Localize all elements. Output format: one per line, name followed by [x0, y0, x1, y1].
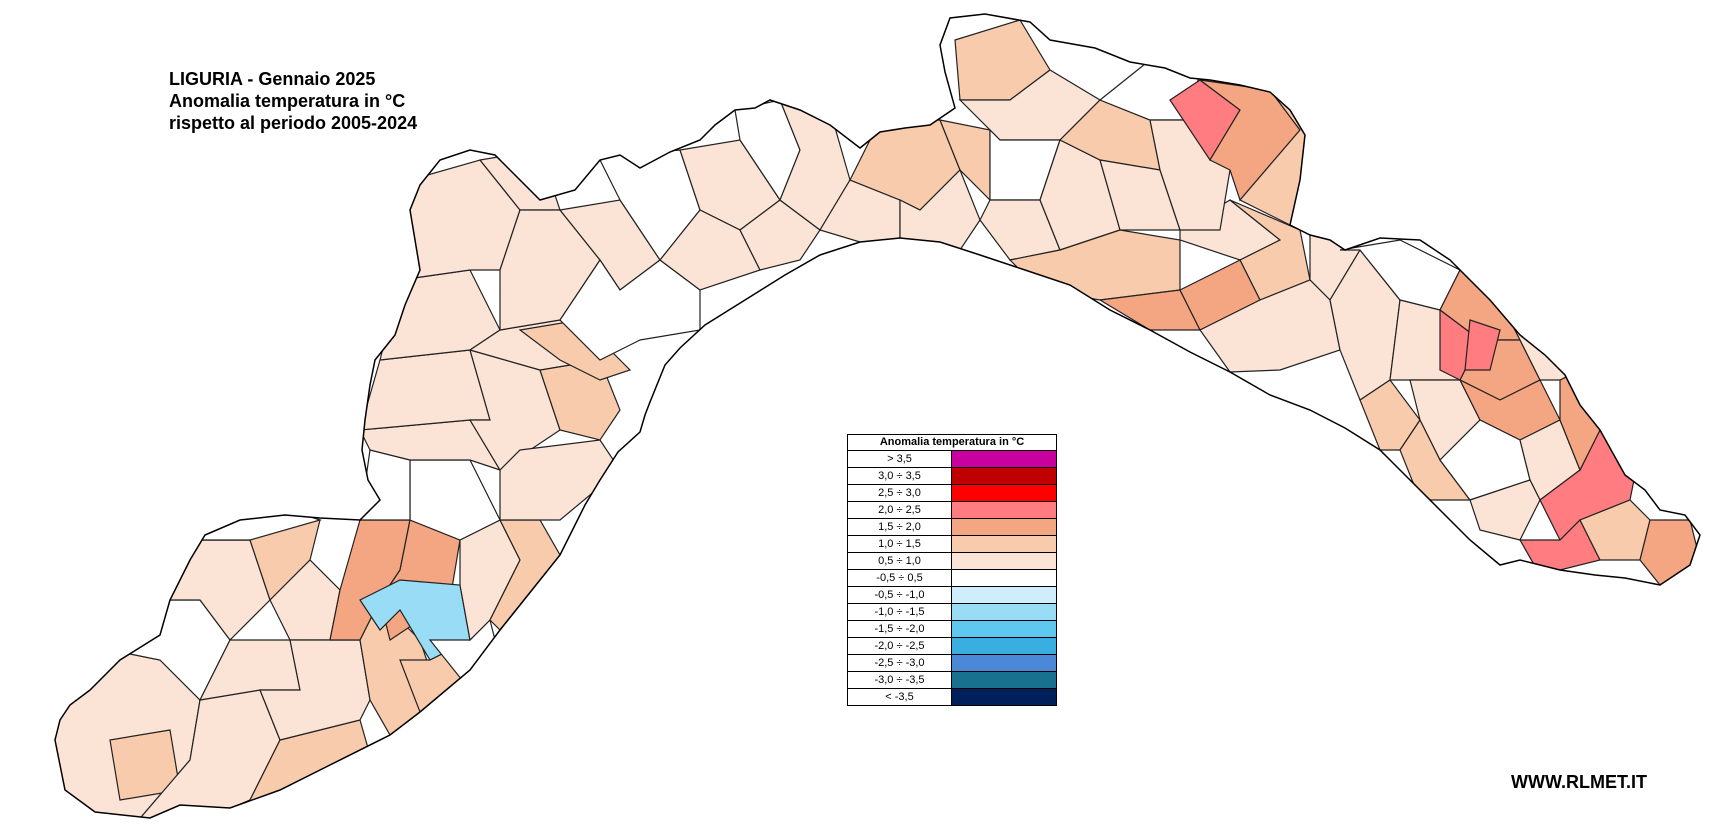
legend-row: -0,5 ÷ 0,5 [848, 570, 1056, 587]
legend-label: 1,5 ÷ 2,0 [848, 519, 952, 535]
title-line-1: LIGURIA - Gennaio 2025 [169, 69, 376, 89]
legend-swatch [952, 587, 1056, 603]
legend-label: -2,5 ÷ -3,0 [848, 655, 952, 671]
legend: Anomalia temperatura in °C > 3,5 3,0 ÷ 3,… [847, 434, 1057, 706]
legend-row: 1,5 ÷ 2,0 [848, 519, 1056, 536]
legend-row: 0,5 ÷ 1,0 [848, 553, 1056, 570]
legend-row: 3,0 ÷ 3,5 [848, 468, 1056, 485]
legend-swatch [952, 655, 1056, 671]
legend-swatch [952, 570, 1056, 586]
map-title: LIGURIA - Gennaio 2025 Anomalia temperat… [169, 68, 417, 134]
legend-row: 2,0 ÷ 2,5 [848, 502, 1056, 519]
legend-swatch [952, 689, 1056, 705]
legend-title: Anomalia temperatura in °C [848, 435, 1056, 451]
legend-row: 2,5 ÷ 3,0 [848, 485, 1056, 502]
legend-label: 2,5 ÷ 3,0 [848, 485, 952, 501]
legend-swatch [952, 519, 1056, 535]
legend-swatch [952, 672, 1056, 688]
legend-label: 0,5 ÷ 1,0 [848, 553, 952, 569]
legend-row: -2,0 ÷ -2,5 [848, 638, 1056, 655]
legend-label: -3,0 ÷ -3,5 [848, 672, 952, 688]
legend-row: -3,0 ÷ -3,5 [848, 672, 1056, 689]
legend-row: -1,5 ÷ -2,0 [848, 621, 1056, 638]
legend-label: -1,5 ÷ -2,0 [848, 621, 952, 637]
legend-swatch [952, 553, 1056, 569]
legend-row: > 3,5 [848, 451, 1056, 468]
legend-swatch [952, 604, 1056, 620]
legend-label: -0,5 ÷ -1,0 [848, 587, 952, 603]
legend-swatch [952, 638, 1056, 654]
legend-rows: > 3,5 3,0 ÷ 3,5 2,5 ÷ 3,0 2,0 ÷ 2,5 1,5 ÷ 2,… [848, 451, 1056, 705]
legend-swatch [952, 536, 1056, 552]
website-label: WWW.RLMET.IT [1511, 772, 1647, 792]
legend-swatch [952, 485, 1056, 501]
legend-row: -2,5 ÷ -3,0 [848, 655, 1056, 672]
legend-label: -2,0 ÷ -2,5 [848, 638, 952, 654]
legend-row: < -3,5 [848, 689, 1056, 705]
title-line-2: Anomalia temperatura in °C [169, 91, 406, 111]
legend-swatch [952, 621, 1056, 637]
legend-swatch [952, 468, 1056, 484]
legend-label: -1,0 ÷ -1,5 [848, 604, 952, 620]
legend-row: -0,5 ÷ -1,0 [848, 587, 1056, 604]
legend-swatch [952, 502, 1056, 518]
legend-label: -0,5 ÷ 0,5 [848, 570, 952, 586]
legend-label: 1,0 ÷ 1,5 [848, 536, 952, 552]
legend-label: > 3,5 [848, 451, 952, 467]
legend-label: 3,0 ÷ 3,5 [848, 468, 952, 484]
legend-row: -1,0 ÷ -1,5 [848, 604, 1056, 621]
legend-label: < -3,5 [848, 689, 952, 705]
title-line-3: rispetto al periodo 2005-2024 [169, 113, 418, 133]
legend-label: 2,0 ÷ 2,5 [848, 502, 952, 518]
legend-swatch [952, 451, 1056, 467]
legend-row: 1,0 ÷ 1,5 [848, 536, 1056, 553]
